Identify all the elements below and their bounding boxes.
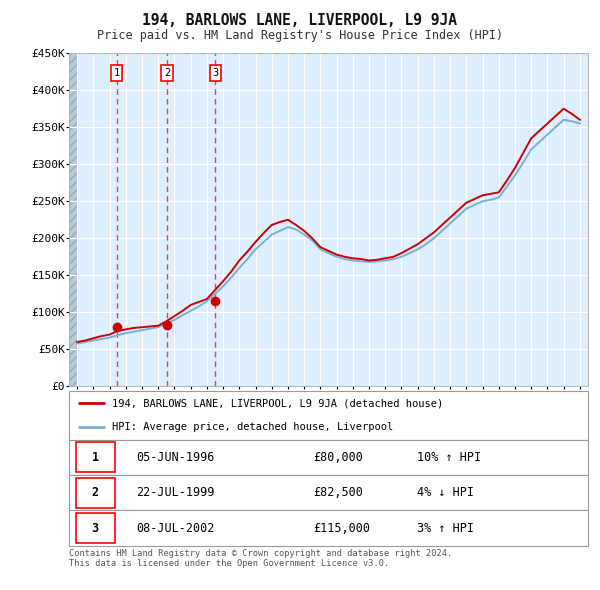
Text: 2: 2 <box>92 486 99 499</box>
Text: £115,000: £115,000 <box>313 522 370 535</box>
Text: £82,500: £82,500 <box>313 486 363 499</box>
FancyBboxPatch shape <box>76 442 115 472</box>
Text: 3% ↑ HPI: 3% ↑ HPI <box>417 522 474 535</box>
Text: 4% ↓ HPI: 4% ↓ HPI <box>417 486 474 499</box>
Text: 1: 1 <box>92 451 99 464</box>
Text: 194, BARLOWS LANE, LIVERPOOL, L9 9JA: 194, BARLOWS LANE, LIVERPOOL, L9 9JA <box>143 13 458 28</box>
Text: HPI: Average price, detached house, Liverpool: HPI: Average price, detached house, Live… <box>112 422 393 432</box>
FancyBboxPatch shape <box>69 510 588 546</box>
FancyBboxPatch shape <box>69 440 588 475</box>
Text: 194, BARLOWS LANE, LIVERPOOL, L9 9JA (detached house): 194, BARLOWS LANE, LIVERPOOL, L9 9JA (de… <box>112 398 443 408</box>
Text: 08-JUL-2002: 08-JUL-2002 <box>136 522 215 535</box>
Text: 1: 1 <box>113 68 119 78</box>
Text: Contains HM Land Registry data © Crown copyright and database right 2024.
This d: Contains HM Land Registry data © Crown c… <box>69 549 452 568</box>
Bar <box>69 53 77 386</box>
FancyBboxPatch shape <box>69 475 588 510</box>
Text: 3: 3 <box>212 68 218 78</box>
Text: 05-JUN-1996: 05-JUN-1996 <box>136 451 215 464</box>
Text: 2: 2 <box>164 68 170 78</box>
FancyBboxPatch shape <box>69 391 588 440</box>
FancyBboxPatch shape <box>76 513 115 543</box>
Text: Price paid vs. HM Land Registry's House Price Index (HPI): Price paid vs. HM Land Registry's House … <box>97 30 503 42</box>
Text: 3: 3 <box>92 522 99 535</box>
FancyBboxPatch shape <box>76 478 115 507</box>
Text: 22-JUL-1999: 22-JUL-1999 <box>136 486 215 499</box>
Text: £80,000: £80,000 <box>313 451 363 464</box>
Text: 10% ↑ HPI: 10% ↑ HPI <box>417 451 481 464</box>
